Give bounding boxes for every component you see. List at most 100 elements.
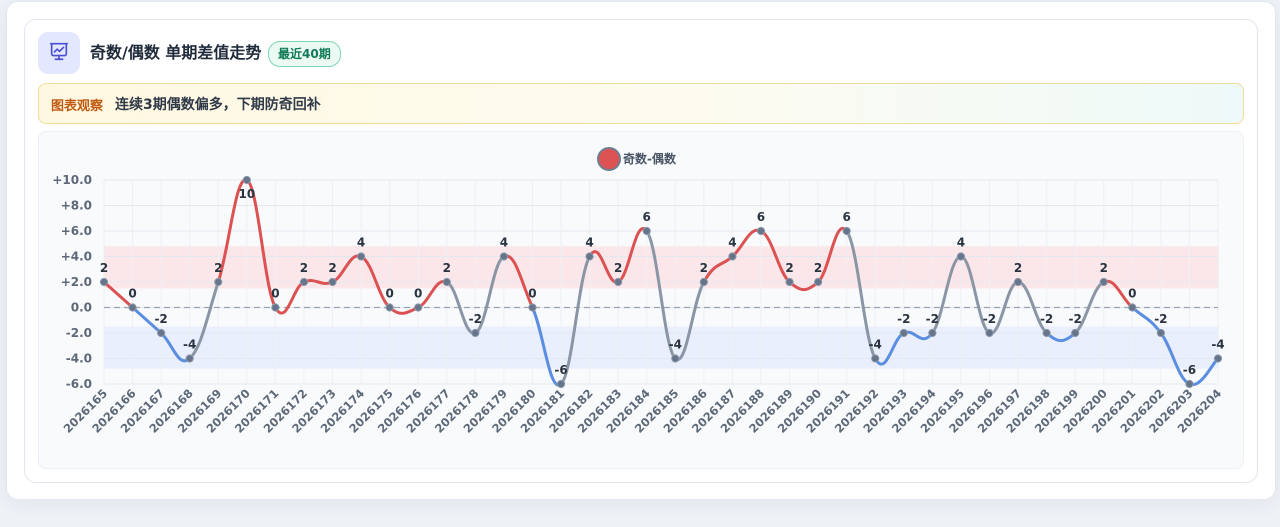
data-label: 0 bbox=[528, 287, 536, 301]
data-point bbox=[356, 252, 366, 261]
data-label: -2 bbox=[1040, 312, 1053, 326]
data-label: -4 bbox=[1211, 338, 1224, 352]
y-tick-label: 0.0 bbox=[71, 301, 92, 315]
data-point bbox=[1156, 328, 1165, 338]
data-point bbox=[414, 303, 423, 312]
chart-title: 奇数/偶数 单期差值走势 bbox=[90, 43, 262, 62]
data-label: 0 bbox=[1128, 287, 1136, 301]
data-label: 4 bbox=[357, 236, 365, 250]
line-segment bbox=[245, 178, 277, 309]
data-point bbox=[1013, 277, 1023, 287]
data-point bbox=[1213, 354, 1223, 363]
data-label: 4 bbox=[728, 236, 736, 250]
data-label: -4 bbox=[869, 338, 882, 352]
y-tick-label: +10.0 bbox=[52, 173, 92, 187]
data-labels: 2 0 -2 -4 2 10 0 2 2 4 0 0 2 -2 4 0 -6 4 2 6 -4 2 4 6 2 2 6 -4 -2 -2 4… bbox=[100, 187, 1225, 377]
legend-label: 奇数-偶数 bbox=[623, 151, 677, 166]
data-point bbox=[442, 277, 451, 287]
line-segment bbox=[188, 280, 220, 360]
y-tick-label: +4.0 bbox=[61, 250, 92, 264]
data-label: -2 bbox=[1154, 312, 1167, 326]
line-chart: +10.0+8.0+6.0+4.0+2.00.0-2.0-4.0-6.0 202… bbox=[52, 147, 1225, 436]
line-segment bbox=[845, 229, 877, 360]
data-label: -6 bbox=[554, 363, 567, 377]
data-point bbox=[242, 175, 251, 185]
data-point bbox=[785, 277, 794, 287]
chart-icon-box bbox=[38, 32, 80, 74]
data-point bbox=[1128, 303, 1137, 312]
presentation-chart-icon bbox=[48, 40, 70, 66]
data-point bbox=[157, 328, 166, 338]
data-point bbox=[471, 328, 480, 338]
positive-band bbox=[104, 246, 1219, 289]
data-point bbox=[614, 277, 623, 287]
data-point bbox=[1099, 277, 1108, 287]
data-label: 2 bbox=[300, 261, 308, 275]
y-tick-label: -2.0 bbox=[66, 326, 92, 340]
data-label: 0 bbox=[128, 287, 136, 301]
data-point bbox=[299, 277, 309, 287]
series-line bbox=[102, 178, 1220, 387]
legend-swatch bbox=[597, 147, 621, 171]
data-point bbox=[128, 303, 137, 312]
data-label: 6 bbox=[757, 210, 765, 224]
observation-text: 连续3期偶数偏多，下期防奇回补 bbox=[115, 97, 321, 113]
data-label: 0 bbox=[414, 287, 422, 301]
data-label: 2 bbox=[214, 261, 222, 275]
y-tick-label: -4.0 bbox=[66, 352, 92, 366]
data-point bbox=[756, 226, 766, 236]
data-label: -2 bbox=[926, 312, 939, 326]
data-label: 0 bbox=[271, 287, 279, 301]
data-point bbox=[642, 226, 651, 236]
data-label: 6 bbox=[842, 210, 850, 224]
data-label: 2 bbox=[614, 261, 622, 275]
data-label: 4 bbox=[500, 236, 508, 250]
grid-lines bbox=[103, 179, 1219, 385]
data-point bbox=[928, 328, 937, 338]
y-tick-label: -6.0 bbox=[66, 377, 92, 391]
y-tick-label: +8.0 bbox=[61, 199, 92, 213]
x-axis-ticks: 2026165202616620261672026168202616920261… bbox=[61, 386, 1225, 436]
data-point bbox=[985, 328, 994, 338]
data-label: 2 bbox=[100, 261, 108, 275]
data-point bbox=[842, 226, 851, 236]
observation-label: 图表观察 bbox=[51, 99, 104, 114]
data-point bbox=[328, 277, 337, 287]
series-points bbox=[99, 175, 1223, 389]
range-bands bbox=[104, 246, 1219, 369]
data-label: 10 bbox=[238, 187, 255, 201]
data-point bbox=[185, 354, 194, 363]
data-label: -4 bbox=[183, 338, 196, 352]
line-segment bbox=[473, 255, 506, 335]
line-segment bbox=[816, 226, 849, 284]
data-point bbox=[1042, 328, 1051, 338]
data-label: 2 bbox=[1014, 261, 1022, 275]
data-point bbox=[585, 252, 594, 261]
data-label: 2 bbox=[785, 261, 793, 275]
data-label: -4 bbox=[669, 338, 682, 352]
data-label: 2 bbox=[1100, 261, 1108, 275]
data-label: -2 bbox=[469, 312, 482, 326]
data-point bbox=[556, 379, 566, 389]
legend[interactable]: 奇数-偶数 bbox=[597, 147, 677, 171]
data-label: -2 bbox=[1069, 312, 1082, 326]
data-point bbox=[956, 252, 966, 261]
y-tick-label: +6.0 bbox=[61, 224, 92, 238]
data-point bbox=[499, 252, 508, 261]
data-point bbox=[385, 303, 394, 312]
chart-area: +10.0 +8.0 +6.0 +4.0 +2.0 0.0 -2.0 -4.0 -6.0 202… bbox=[38, 131, 1244, 469]
data-label: 2 bbox=[700, 261, 708, 275]
data-point bbox=[814, 277, 823, 287]
data-label: -2 bbox=[983, 312, 996, 326]
data-point bbox=[699, 277, 708, 287]
data-label: 4 bbox=[585, 236, 593, 250]
data-point bbox=[214, 277, 223, 287]
line-segment bbox=[645, 229, 677, 360]
observation-banner: 图表观察 连续3期偶数偏多，下期防奇回补 bbox=[38, 83, 1244, 124]
data-label: -2 bbox=[897, 312, 910, 326]
data-point bbox=[271, 303, 280, 312]
data-point bbox=[871, 354, 880, 363]
data-point bbox=[1071, 328, 1080, 338]
data-label: 0 bbox=[385, 287, 393, 301]
data-label: -6 bbox=[1183, 363, 1196, 377]
